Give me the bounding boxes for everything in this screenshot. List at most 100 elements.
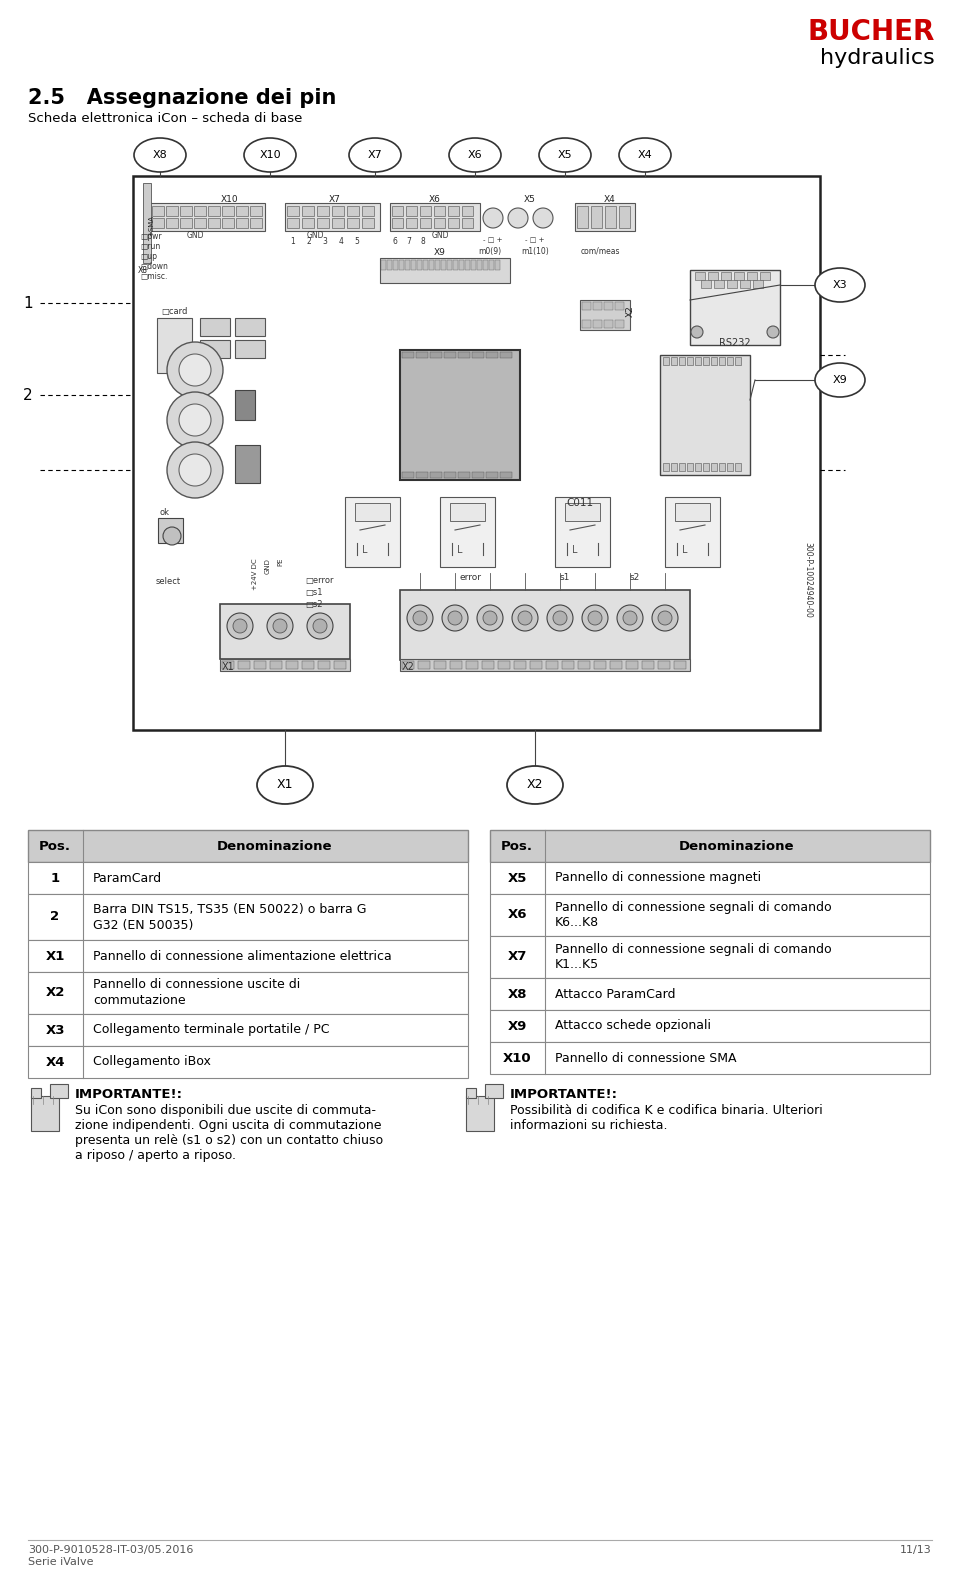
Bar	[714, 280, 724, 288]
Bar	[735, 463, 741, 471]
Bar	[671, 357, 677, 365]
Bar	[406, 219, 417, 228]
Bar	[152, 206, 164, 216]
Circle shape	[483, 611, 497, 625]
Text: X6: X6	[507, 908, 527, 921]
Circle shape	[512, 604, 538, 631]
Bar	[250, 206, 262, 216]
Circle shape	[588, 611, 602, 625]
Text: □down: □down	[140, 261, 168, 271]
Text: X10: X10	[503, 1051, 531, 1064]
Ellipse shape	[815, 364, 865, 397]
Bar	[194, 219, 206, 228]
Text: X1: X1	[45, 949, 64, 962]
Bar	[222, 206, 234, 216]
Bar	[302, 219, 314, 228]
Circle shape	[233, 619, 247, 633]
Bar	[286, 661, 298, 669]
Bar	[440, 497, 495, 567]
Bar	[250, 219, 262, 228]
Text: X6: X6	[429, 195, 441, 205]
Bar	[235, 390, 255, 420]
Bar	[642, 661, 654, 669]
Text: X10: X10	[259, 150, 281, 161]
Text: X7: X7	[368, 150, 382, 161]
Bar	[735, 357, 741, 365]
Bar	[393, 260, 398, 271]
Bar	[238, 661, 250, 669]
Circle shape	[767, 326, 779, 338]
Text: □run: □run	[140, 242, 160, 250]
Bar	[220, 660, 350, 671]
Bar	[429, 260, 434, 271]
Text: s2: s2	[630, 573, 640, 582]
Bar	[166, 219, 178, 228]
Text: X4: X4	[637, 150, 653, 161]
Bar	[222, 661, 234, 669]
Bar	[416, 472, 428, 478]
Bar	[31, 1096, 59, 1132]
Text: X2: X2	[626, 305, 635, 316]
Bar	[402, 661, 414, 669]
Text: 7: 7	[407, 238, 412, 246]
Ellipse shape	[619, 139, 671, 172]
Text: 1: 1	[291, 238, 296, 246]
Circle shape	[179, 453, 211, 486]
Bar	[719, 463, 725, 471]
Bar	[235, 318, 265, 335]
Text: X7: X7	[507, 951, 527, 963]
Bar	[490, 977, 930, 1011]
Text: Collegamento iBox: Collegamento iBox	[93, 1056, 211, 1069]
Bar	[150, 203, 265, 231]
Bar	[477, 260, 482, 271]
Bar	[619, 206, 630, 228]
Bar	[222, 219, 234, 228]
Circle shape	[307, 612, 333, 639]
Bar	[462, 219, 473, 228]
Text: X3: X3	[832, 280, 848, 290]
Bar	[392, 219, 403, 228]
Text: 1: 1	[51, 872, 60, 885]
Text: 8: 8	[420, 238, 425, 246]
Text: X3: X3	[45, 1023, 64, 1037]
Bar	[152, 219, 164, 228]
Bar	[28, 973, 468, 1014]
Bar	[658, 661, 670, 669]
Text: X9: X9	[434, 249, 446, 257]
Text: Pannello di connessione uscite di: Pannello di connessione uscite di	[93, 979, 300, 992]
Bar	[679, 463, 685, 471]
Bar	[626, 661, 638, 669]
Bar	[28, 863, 468, 894]
Bar	[430, 472, 442, 478]
Bar	[392, 206, 403, 216]
Text: □s1: □s1	[305, 589, 323, 597]
Bar	[180, 206, 192, 216]
Bar	[604, 302, 613, 310]
Text: commutazione: commutazione	[93, 995, 185, 1007]
Circle shape	[179, 405, 211, 436]
Bar	[447, 260, 452, 271]
Circle shape	[547, 604, 573, 631]
Text: 300-P-10024940-00: 300-P-10024940-00	[804, 541, 812, 619]
Bar	[466, 661, 478, 669]
Bar	[495, 260, 500, 271]
Text: X8: X8	[153, 150, 167, 161]
Bar	[580, 301, 630, 331]
Text: RS232: RS232	[719, 338, 751, 348]
Bar	[430, 353, 442, 357]
Ellipse shape	[449, 139, 501, 172]
Bar	[28, 940, 468, 973]
Bar	[727, 463, 733, 471]
Text: select: select	[156, 578, 181, 586]
Bar	[180, 219, 192, 228]
Bar	[458, 353, 470, 357]
Bar	[695, 272, 705, 280]
Bar	[459, 260, 464, 271]
Text: - □ +: - □ +	[525, 238, 544, 242]
Bar	[285, 203, 380, 231]
Text: □up: □up	[140, 252, 157, 261]
Bar	[450, 661, 462, 669]
Bar	[490, 894, 930, 937]
Text: hydraulics: hydraulics	[820, 47, 935, 68]
Bar	[347, 206, 359, 216]
